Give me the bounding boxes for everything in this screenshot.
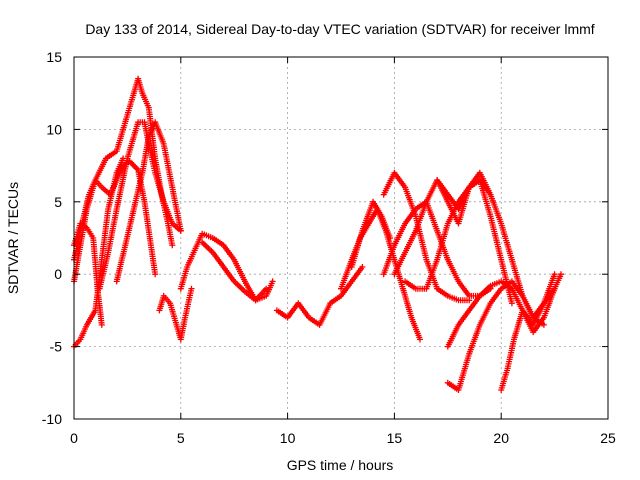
y-tick-label: -5 [50, 339, 63, 355]
x-axis-label: GPS time / hours [287, 457, 394, 473]
marker-path [199, 239, 270, 304]
x-tick-label: 15 [387, 430, 403, 446]
series-track-8 [177, 230, 276, 304]
series-track-20 [498, 285, 558, 393]
data-markers [71, 75, 564, 393]
marker-path [402, 177, 515, 307]
y-tick-label: 15 [46, 49, 62, 65]
x-tick-label: 20 [493, 430, 509, 446]
series-track-16 [402, 177, 515, 307]
series-track-7 [156, 285, 195, 343]
y-tick-label: 10 [46, 121, 62, 137]
marker-path [498, 285, 558, 393]
marker-path [113, 119, 184, 285]
marker-path [348, 198, 394, 270]
plot-frame [73, 56, 609, 420]
series-track-9 [199, 239, 270, 304]
x-tick-label: 5 [177, 430, 185, 446]
marker-path [156, 285, 195, 343]
grid [74, 57, 608, 419]
y-tick-label: 0 [54, 266, 62, 282]
marker-path [273, 264, 366, 328]
axis-ticks: 0 5 10 15 20 25 -10 -5 0 5 10 15 [42, 49, 616, 446]
x-tick-label: 0 [70, 430, 78, 446]
x-tick-label: 10 [280, 430, 296, 446]
series-track-10 [273, 264, 366, 328]
chart-title: Day 133 of 2014, Sidereal Day-to-day VTE… [85, 21, 594, 37]
series-track-12 [348, 198, 394, 270]
y-tick-label: 5 [54, 194, 62, 210]
x-tick-label: 25 [600, 430, 616, 446]
marker-path [177, 230, 276, 304]
y-axis-label: SDTVAR / TECUs [5, 182, 21, 294]
y-tick-label: -10 [42, 411, 62, 427]
series-track-6 [113, 119, 184, 285]
